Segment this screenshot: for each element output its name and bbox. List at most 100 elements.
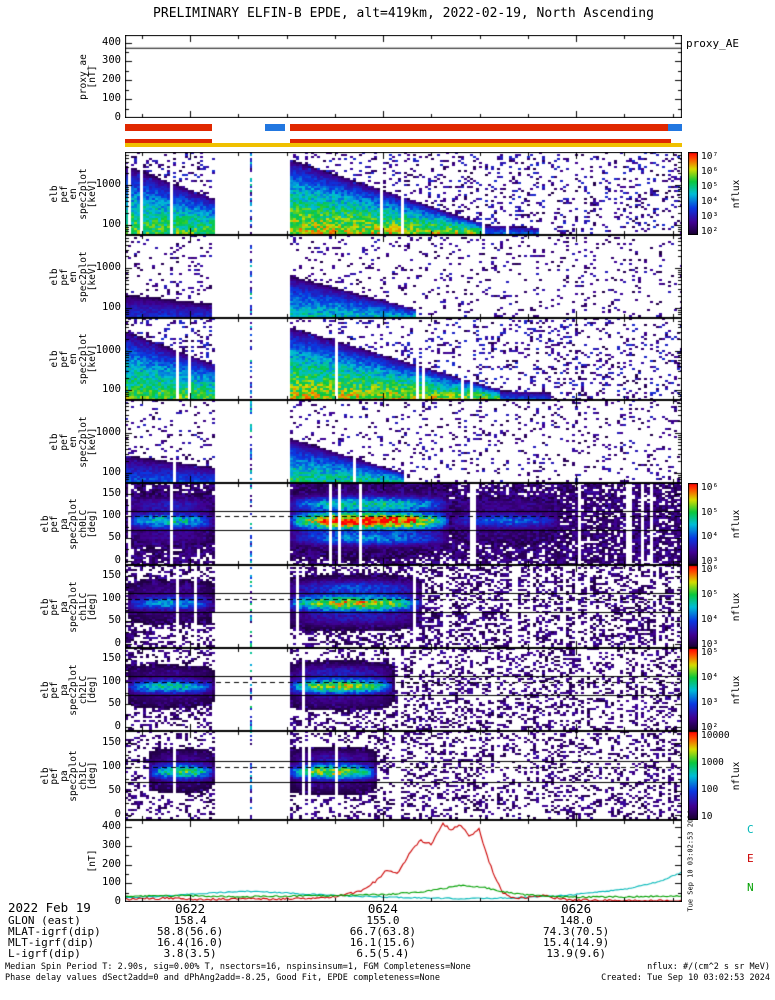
coverage-segment-bar1_segments <box>265 124 285 131</box>
spectrogram-canvas-en2 <box>125 318 682 400</box>
spectrogram-canvas-pa3 <box>125 731 682 820</box>
y-axis-label-en0: [keV] <box>87 179 99 208</box>
y-axis-label-fgm: [nT] <box>87 849 99 873</box>
ephemeris-value: 58.8(56.6) <box>157 925 224 938</box>
colorbar-tick-label: 10⁴ <box>701 531 719 543</box>
y-tick-label-pa2: 150 <box>102 652 121 665</box>
spectrogram-canvas-en0 <box>125 152 682 235</box>
spectrogram-canvas-pa1 <box>125 565 682 648</box>
ephemeris-value: 74.3(70.5) <box>543 925 610 938</box>
footer-nflux-units: nflux: #/(cm^2 s sr MeV) <box>647 962 770 972</box>
panel-pa0 <box>125 483 682 565</box>
y-axis-label-pa0: [deg] <box>87 509 99 539</box>
ephemeris-row-label: MLAT-igrf(dip) <box>8 925 101 938</box>
y-tick-label-fgm: 300 <box>102 839 121 852</box>
colorbar-title-pa0: nflux <box>731 509 743 539</box>
colorbar-tick-label: 10⁵ <box>701 506 719 518</box>
colorbar-canvas-en0 <box>688 152 698 235</box>
y-tick-label-en3: 100 <box>102 465 121 478</box>
ephemeris-row-label: L-igrf(dip) <box>8 947 81 960</box>
colorbar-tick-label: 10⁴ <box>701 196 719 207</box>
y-tick-label-pa0: 50 <box>108 531 121 544</box>
colorbar-tick-label: 10² <box>701 722 719 733</box>
colorbar-tick-label: 100 <box>701 784 719 795</box>
y-tick-label-proxy_ae: 0 <box>114 111 121 123</box>
ephemeris-value: 3.8(3.5) <box>163 947 217 960</box>
colorbar-tick-label: 1000 <box>701 757 724 768</box>
colorbar-tick-label: 10² <box>701 226 719 237</box>
colorbar-tick-label: 10000 <box>701 730 730 741</box>
panel-fgm <box>125 820 682 902</box>
colorbar-tick-label: 10³ <box>701 639 719 650</box>
y-tick-label-en0: 100 <box>102 217 121 230</box>
y-tick-label-en3: 1000 <box>95 426 121 439</box>
colorbar-title-pa3: nflux <box>731 761 743 790</box>
y-tick-label-pa1: 0 <box>114 636 121 649</box>
spectrogram-canvas-pa0 <box>125 483 682 565</box>
y-tick-label-pa0: 0 <box>114 553 121 566</box>
ephemeris-value: 158.4 <box>173 914 207 927</box>
y-tick-label-pa0: 150 <box>102 487 121 500</box>
y-tick-label-en1: 1000 <box>95 261 121 274</box>
colorbar-tick-label: 10⁴ <box>701 672 719 683</box>
footer-spin-period-line: Median Spin Period T: 2.90s, sig=0.00% T… <box>5 962 471 972</box>
colorbar-tick-label: 10⁷ <box>701 151 719 162</box>
colorbar-tick-label: 10⁵ <box>701 181 719 192</box>
coverage-segment-bar2_top_segments <box>290 139 671 143</box>
y-tick-label-proxy_ae: 100 <box>102 92 121 105</box>
colorbar-en0 <box>688 152 698 235</box>
y-tick-label-pa3: 0 <box>114 808 121 821</box>
y-axis-label-en2: [keV] <box>87 344 99 374</box>
footer-phase-delay-line: Phase delay values dSect2add=0 and dPhAn… <box>5 973 440 983</box>
panel-pa1 <box>125 565 682 648</box>
colorbar-pa1 <box>688 565 698 648</box>
ephemeris-value: 66.7(63.8) <box>349 925 417 938</box>
line-canvas-proxy_ae <box>125 35 682 118</box>
colorbar-canvas-pa2 <box>688 648 698 731</box>
colorbar-tick-label: 10⁶ <box>701 564 719 575</box>
legend-label-C: C <box>747 823 754 836</box>
y-tick-label-pa3: 150 <box>102 736 121 749</box>
ephemeris-row-label: MLT-igrf(dip) <box>8 936 95 949</box>
panel-proxy_ae <box>125 35 682 118</box>
ephemeris-value: 15.4(14.9) <box>543 936 610 949</box>
spectrogram-canvas-pa2 <box>125 648 682 731</box>
coverage-segment-bar1_segments <box>290 124 669 131</box>
y-tick-label-fgm: 200 <box>102 857 121 870</box>
y-tick-label-en2: 100 <box>102 382 121 395</box>
y-tick-label-en2: 1000 <box>95 343 121 356</box>
y-tick-label-pa2: 0 <box>114 719 121 732</box>
legend-label-N: N <box>747 881 754 894</box>
colorbar-tick-label: 10³ <box>701 697 719 708</box>
y-tick-label-en0: 1000 <box>95 178 121 191</box>
y-axis-label-en3: [keV] <box>87 427 99 456</box>
colorbar-canvas-pa0 <box>688 483 698 565</box>
ephemeris-value: 16.4(16.0) <box>157 936 224 949</box>
plot-title: PRELIMINARY ELFIN-B EPDE, alt=419km, 202… <box>153 6 654 21</box>
y-tick-label-pa1: 150 <box>102 569 121 582</box>
y-tick-label-fgm: 400 <box>102 820 121 833</box>
y-tick-label-pa2: 50 <box>108 697 121 710</box>
ephemeris-value: 13.9(9.6) <box>546 947 606 960</box>
colorbar-canvas-pa1 <box>688 565 698 648</box>
y-axis-label-pa3: [deg] <box>87 761 99 790</box>
y-tick-label-pa2: 100 <box>102 674 121 687</box>
y-axis-label-pa2: [deg] <box>87 675 99 704</box>
coverage-segment-bar2_bottom_segments <box>125 143 682 147</box>
colorbar-pa3 <box>688 731 698 820</box>
x-tick-label: 0624 <box>367 901 398 916</box>
colorbar-tick-label: 10⁶ <box>701 166 719 177</box>
y-tick-label-pa3: 100 <box>102 760 121 773</box>
spectrogram-canvas-en1 <box>125 235 682 318</box>
line-canvas-fgm <box>125 820 682 902</box>
date-label: 2022 Feb 19 <box>8 900 91 915</box>
colorbar-tick-label: 10⁵ <box>701 647 719 658</box>
ephemeris-value: 148.0 <box>559 914 593 927</box>
y-tick-label-pa0: 100 <box>102 509 121 522</box>
colorbar-title-pa1: nflux <box>731 592 743 621</box>
ephemeris-row-label: GLON (east) <box>8 914 81 927</box>
y-tick-label-fgm: 100 <box>102 876 121 889</box>
coverage-segment-bar1_segments <box>125 124 213 131</box>
panel-en2 <box>125 318 682 400</box>
